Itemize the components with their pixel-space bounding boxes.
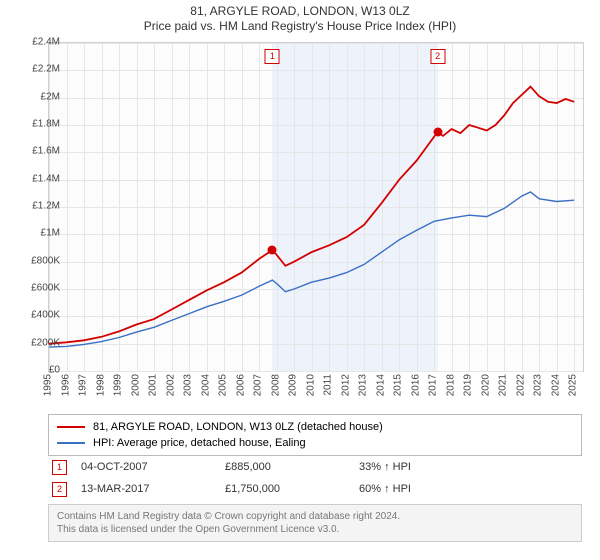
x-axis-label: 2014 [375, 374, 386, 396]
page-subtitle: Price paid vs. HM Land Registry's House … [0, 19, 600, 33]
chart-lines [49, 43, 583, 371]
x-axis-label: 2020 [480, 374, 491, 396]
transaction-marker-dot [268, 246, 277, 255]
x-axis-label: 1999 [113, 374, 124, 396]
legend-swatch [57, 442, 85, 444]
x-axis-label: 2015 [393, 374, 404, 396]
x-axis-label: 2009 [288, 374, 299, 396]
x-axis-label: 1996 [60, 374, 71, 396]
y-axis-label: £2M [14, 91, 60, 102]
x-axis-label: 2001 [148, 374, 159, 396]
footer-attribution: Contains HM Land Registry data © Crown c… [48, 504, 582, 542]
page-title: 81, ARGYLE ROAD, LONDON, W13 0LZ [0, 4, 600, 18]
x-axis-label: 2022 [515, 374, 526, 396]
x-axis-label: 2007 [253, 374, 264, 396]
series-property [49, 87, 574, 344]
x-axis-label: 2013 [358, 374, 369, 396]
x-axis-label: 2017 [428, 374, 439, 396]
transaction-row: 1 04-OCT-2007 £885,000 33% ↑ HPI [48, 456, 582, 478]
transaction-row: 2 13-MAR-2017 £1,750,000 60% ↑ HPI [48, 478, 582, 500]
x-axis-label: 2000 [130, 374, 141, 396]
legend-swatch [57, 426, 85, 428]
x-axis-label: 2008 [270, 374, 281, 396]
grid-line-h [49, 371, 583, 372]
x-axis-label: 1995 [43, 374, 54, 396]
x-axis-label: 2018 [445, 374, 456, 396]
x-axis-label: 2006 [235, 374, 246, 396]
x-axis-label: 2011 [323, 374, 334, 396]
y-axis-label: £2.2M [14, 64, 60, 75]
y-axis-label: £1.4M [14, 173, 60, 184]
transaction-marker-dot [433, 127, 442, 136]
footer-line-1: Contains HM Land Registry data © Crown c… [57, 510, 573, 523]
transaction-date: 13-MAR-2017 [81, 483, 211, 495]
y-axis-label: £800K [14, 255, 60, 266]
transaction-diff: 33% ↑ HPI [359, 461, 499, 473]
x-axis-label: 2025 [568, 374, 579, 396]
y-axis-label: £1.2M [14, 201, 60, 212]
x-axis-label: 2002 [165, 374, 176, 396]
legend-label: 81, ARGYLE ROAD, LONDON, W13 0LZ (detach… [93, 421, 383, 433]
transaction-marker-number: 2 [430, 49, 445, 64]
x-axis-label: 2021 [498, 374, 509, 396]
transaction-price: £885,000 [225, 461, 345, 473]
legend-label: HPI: Average price, detached house, Eali… [93, 437, 306, 449]
x-axis-label: 2019 [463, 374, 474, 396]
transaction-date: 04-OCT-2007 [81, 461, 211, 473]
x-axis-label: 2004 [200, 374, 211, 396]
x-axis-label: 2005 [218, 374, 229, 396]
x-axis-label: 2023 [533, 374, 544, 396]
x-axis-label: 2003 [183, 374, 194, 396]
legend-row: 81, ARGYLE ROAD, LONDON, W13 0LZ (detach… [57, 419, 573, 435]
y-axis-label: £200K [14, 337, 60, 348]
y-axis-label: £2.4M [14, 37, 60, 48]
x-axis-label: 2024 [550, 374, 561, 396]
legend-box: 81, ARGYLE ROAD, LONDON, W13 0LZ (detach… [48, 414, 582, 456]
transaction-table: 1 04-OCT-2007 £885,000 33% ↑ HPI 2 13-MAR-201… [48, 456, 582, 500]
x-axis-label: 1998 [95, 374, 106, 396]
y-axis-label: £400K [14, 310, 60, 321]
y-axis-label: £1.8M [14, 119, 60, 130]
y-axis-label: £1.6M [14, 146, 60, 157]
x-axis-label: 1997 [78, 374, 89, 396]
y-axis-label: £1M [14, 228, 60, 239]
x-axis-label: 2010 [305, 374, 316, 396]
transaction-number: 1 [52, 460, 67, 475]
transaction-number: 2 [52, 482, 67, 497]
transaction-price: £1,750,000 [225, 483, 345, 495]
legend-row: HPI: Average price, detached house, Eali… [57, 435, 573, 451]
x-axis-label: 2012 [340, 374, 351, 396]
x-axis-label: 2016 [410, 374, 421, 396]
transaction-diff: 60% ↑ HPI [359, 483, 499, 495]
chart-plot-area: 12 [48, 42, 584, 372]
transaction-marker-number: 1 [265, 49, 280, 64]
y-axis-label: £600K [14, 283, 60, 294]
series-hpi [49, 192, 574, 347]
footer-line-2: This data is licensed under the Open Gov… [57, 523, 573, 536]
